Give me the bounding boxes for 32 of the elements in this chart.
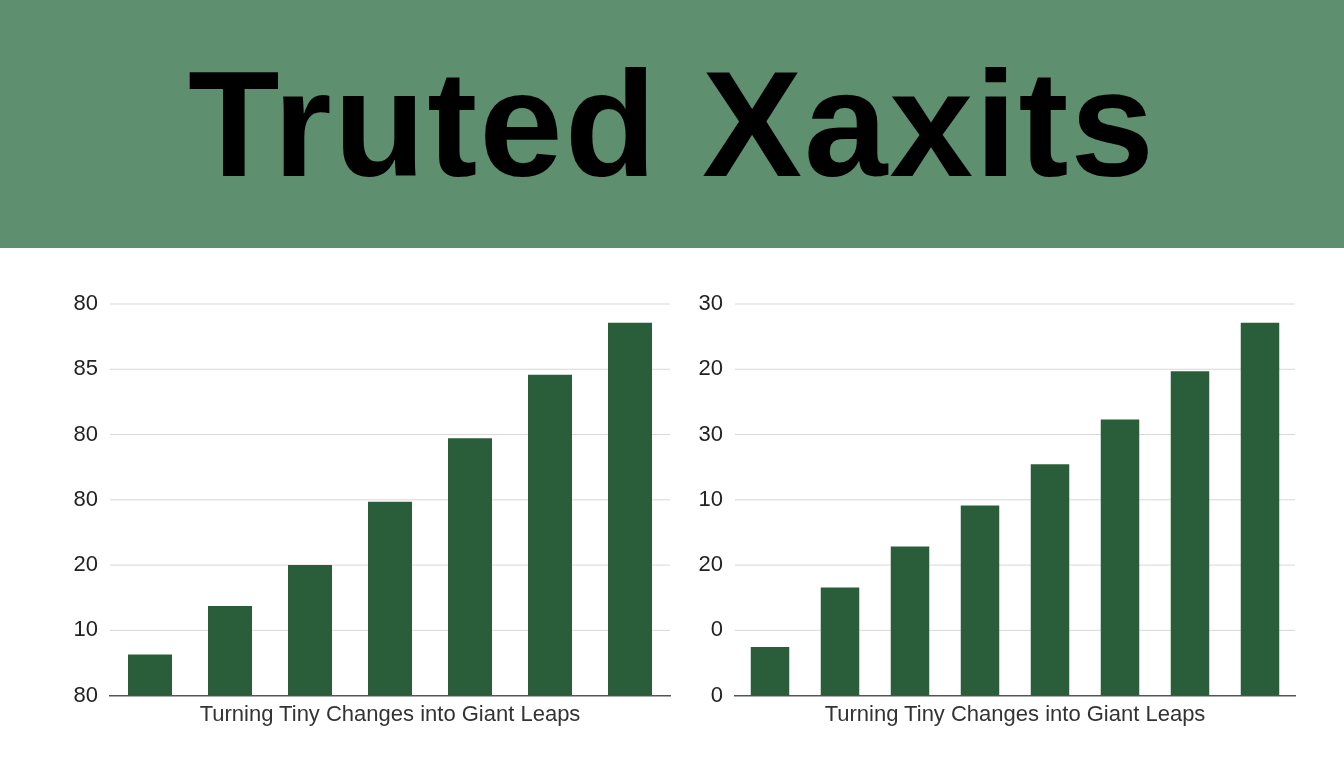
text: 80 xyxy=(73,485,98,511)
bar xyxy=(128,654,172,696)
text: 20 xyxy=(698,355,723,381)
bar xyxy=(1030,464,1070,696)
text: 80 xyxy=(73,681,98,707)
bar xyxy=(890,546,930,696)
text: 20 xyxy=(73,551,98,577)
bar xyxy=(1100,419,1140,696)
bar xyxy=(288,565,332,696)
text: 10 xyxy=(73,616,98,642)
bar xyxy=(1240,322,1280,696)
bar xyxy=(820,587,860,696)
bar xyxy=(1170,371,1210,696)
bar xyxy=(448,438,492,696)
bar xyxy=(750,647,790,696)
text: 20 xyxy=(698,551,723,577)
bar xyxy=(960,505,1000,696)
x-axis-title: Turning Tiny Changes into Giant Leaps xyxy=(199,700,581,726)
text: 0 xyxy=(710,681,723,707)
text: 30 xyxy=(698,420,723,446)
bar xyxy=(208,606,252,696)
text: 85 xyxy=(73,355,98,381)
text: 80 xyxy=(73,420,98,446)
text: 0 xyxy=(710,616,723,642)
chart-title: Truted Xaxits xyxy=(0,0,1344,248)
text: 80 xyxy=(73,290,98,316)
text: 10 xyxy=(698,485,723,511)
bar xyxy=(608,322,652,696)
bar xyxy=(368,501,412,696)
x-axis-title: Turning Tiny Changes into Giant Leaps xyxy=(824,700,1206,726)
bar xyxy=(528,374,572,696)
text: 30 xyxy=(698,290,723,316)
